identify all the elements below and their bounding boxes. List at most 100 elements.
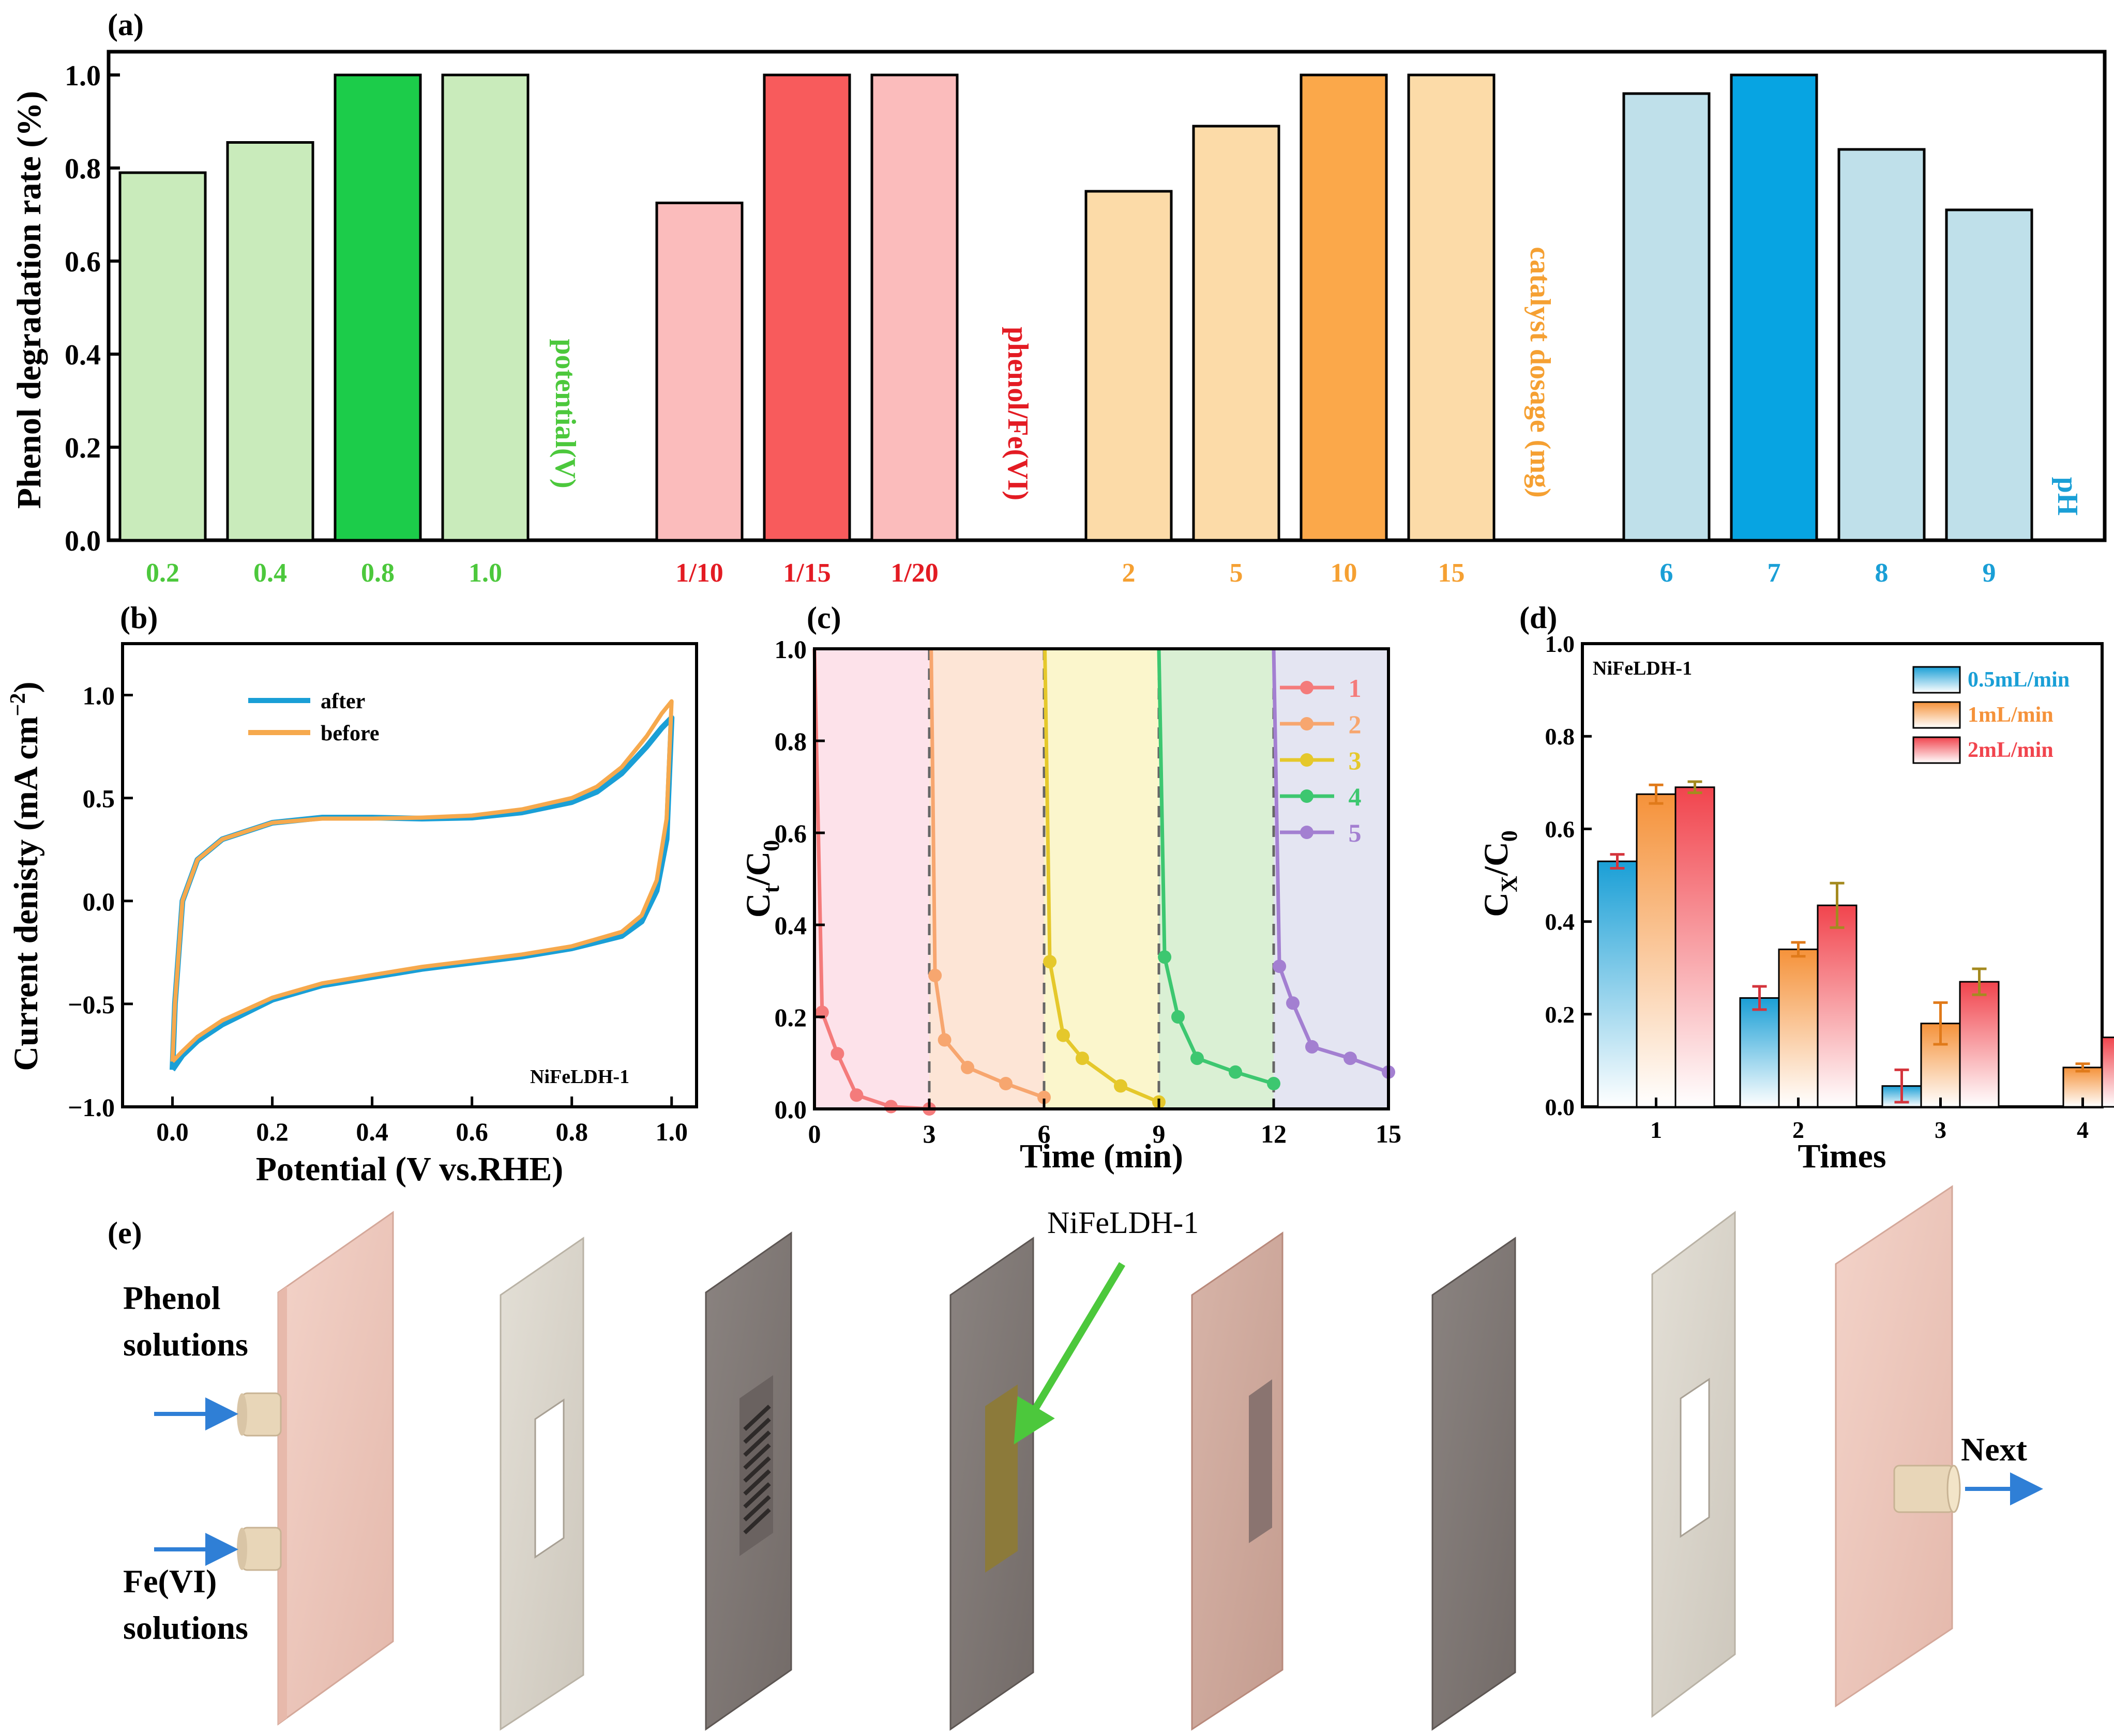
chart-a-y-label: Phenol degradation rate (%): [10, 91, 48, 509]
outlet-pipe: [1893, 1465, 1961, 1513]
chart-c-point: [1343, 1052, 1357, 1065]
chart-b: 0.0 0.2 0.4 0.6 0.8 1.0 −1.0 −0.5 0.0 0.5 1.0 afte…: [6, 642, 698, 1188]
panel-label-d: (d): [1519, 601, 1557, 635]
chart-a-bar: [763, 73, 851, 542]
chart-c-point: [1267, 1077, 1280, 1091]
chart-c-point: [928, 968, 942, 982]
chart-d-x-tick-label: 2: [1792, 1117, 1804, 1143]
chart-a-y-tick-label: 1.0: [65, 60, 101, 92]
chart-a-bar: [1192, 125, 1280, 542]
chart-c-y-label: Ct/C0: [739, 840, 784, 918]
chart-a-bar: [1837, 148, 1926, 542]
chart-c-point: [1114, 1079, 1127, 1093]
chart-c-point: [1158, 950, 1172, 964]
chart-c-point: [1037, 1090, 1051, 1104]
plate-membrane: [1191, 1231, 1284, 1731]
inlet-label-fevi-2: solutions: [123, 1609, 248, 1646]
chart-d-y-tick-label: 0.0: [1545, 1094, 1575, 1120]
chart-b-y-tick-label: 1.0: [83, 681, 115, 710]
plate-flow-field: [705, 1231, 792, 1731]
chart-c-legend: 1 2 3 4 5: [1280, 674, 1362, 847]
plate-catalyst: [949, 1237, 1034, 1731]
chart-a-bar: [118, 171, 207, 542]
chart-c-y-tick-label: 0.8: [775, 727, 807, 756]
chart-d-legend-label: 0.5mL/min: [1968, 668, 2070, 692]
chart-d-legend-swatch: [1912, 701, 1961, 729]
chart-c-point: [1273, 960, 1287, 973]
chart-a-category-label: 5: [1230, 558, 1243, 588]
chart-c-point: [850, 1088, 864, 1102]
inlet-pipe-2: [237, 1527, 282, 1571]
chart-c-legend-marker: [1300, 753, 1313, 767]
chart-d-bar: [1739, 997, 1780, 1108]
chart-b-x-tick-label: 1.0: [655, 1117, 688, 1146]
chart-c-line-2: [929, 648, 1045, 1100]
chart-c-x-label: Time (min): [1020, 1137, 1183, 1175]
chart-c-y-tick-label: 0.6: [775, 819, 807, 848]
cv-curve-before: [170, 699, 674, 1063]
chart-a-y-tick-label: 0.2: [65, 432, 101, 464]
chart-a-category-label: 1.0: [469, 558, 502, 588]
chart-a-y-axis: 0.0 0.2 0.4 0.6 0.8 1.0: [65, 60, 120, 557]
plate-endplate-inlet: [277, 1211, 394, 1726]
chart-d-x-tick-label: 1: [1650, 1117, 1662, 1143]
chart-d-y-tick-label: 1.0: [1545, 631, 1575, 657]
chart-c-point: [830, 1047, 844, 1061]
chart-a-category-label: 7: [1768, 558, 1781, 588]
chart-d-y-label-slash: /C: [1477, 842, 1515, 876]
chart-c-point: [1056, 1028, 1070, 1042]
chart-d-bar: [1959, 981, 2000, 1108]
chart-c-segment-bg: [929, 649, 1044, 1109]
chart-c-curves: [812, 648, 1395, 1116]
chart-a-group-label: potential(V): [549, 339, 581, 488]
chart-a-bar: [870, 73, 959, 542]
chart-c-segment-bg: [814, 649, 929, 1109]
chart-a-bar: [1730, 73, 1818, 542]
panel-label-c: (c): [807, 601, 841, 635]
chart-c-x-tick-label: 15: [1376, 1119, 1401, 1148]
chart-c-point: [1171, 1010, 1185, 1024]
chart-a-bar: [441, 73, 530, 542]
chart-c-legend-label: 1: [1349, 674, 1362, 703]
chart-d-y-label-sub2: 0: [1497, 830, 1522, 842]
chart-d-annotation: NiFeLDH-1: [1593, 658, 1692, 679]
chart-d-y-label-main: C: [1477, 892, 1515, 917]
chart-d: 1 2 3 4 0.0 0.2 0.4 0.6 0.8 1.0 0.5mL/min 1mL/min 2…: [1477, 631, 2114, 1175]
chart-a-bars: [118, 73, 2033, 542]
chart-c-x-tick-label: 0: [808, 1119, 821, 1148]
chart-c-legend-label: 4: [1349, 782, 1362, 811]
chart-c-axes: 0 3 6 9 12 150.00.20.40.60.81.0: [775, 635, 1402, 1148]
chart-d-bar: [1674, 786, 1715, 1108]
chart-d-x-tick-label: 3: [1935, 1117, 1946, 1143]
chart-b-y-label: Current denisty (mA cm−2): [6, 681, 45, 1071]
chart-a-category-label: 1/10: [675, 558, 723, 588]
chart-b-y-tick-label: 0.5: [83, 784, 115, 813]
chart-a-bar: [1084, 190, 1173, 542]
chart-c-x-tick-label: 3: [923, 1119, 936, 1148]
chart-d-x-label: Times: [1798, 1137, 1886, 1175]
chart-b-axes: 0.0 0.2 0.4 0.6 0.8 1.0 −1.0 −0.5 0.0 0.5 1.0: [68, 681, 688, 1146]
chart-c-point: [884, 1100, 898, 1114]
chart-a-category-labels: 0.2 0.4 0.8 1.0 potential(V) 1/10 1/15 1/20 phen…: [146, 247, 2083, 588]
chart-a-y-tick-label: 0.4: [65, 339, 101, 371]
chart-c-y-tick-label: 0.0: [775, 1095, 807, 1124]
chart-d-legend-swatch: [1912, 736, 1961, 764]
chart-c-point: [1190, 1052, 1204, 1065]
chart-c-legend-marker: [1300, 826, 1313, 839]
chart-c-frame: [813, 647, 1390, 1110]
plate-gasket-2: [1651, 1211, 1736, 1718]
chart-a-category-label: 1/20: [890, 558, 938, 588]
chart-a-category-label: 0.4: [253, 558, 287, 588]
chart-a-y-tick-label: 0.8: [65, 153, 101, 185]
chart-d-legend-label: 1mL/min: [1968, 703, 2053, 727]
chart-a-bar: [226, 141, 314, 542]
inlet-label-phenol-1: Phenol: [123, 1280, 220, 1316]
chart-b-y-label-end: ): [7, 681, 45, 693]
chart-c-segment-bg: [1274, 649, 1388, 1109]
plate-flow-field-2: [1431, 1237, 1516, 1731]
chart-b-x-tick-label: 0.6: [456, 1117, 488, 1146]
chart-b-x-tick-label: 0.2: [256, 1117, 289, 1146]
chart-b-x-tick-label: 0.4: [356, 1117, 388, 1146]
chart-d-y-tick-label: 0.2: [1545, 1001, 1575, 1028]
